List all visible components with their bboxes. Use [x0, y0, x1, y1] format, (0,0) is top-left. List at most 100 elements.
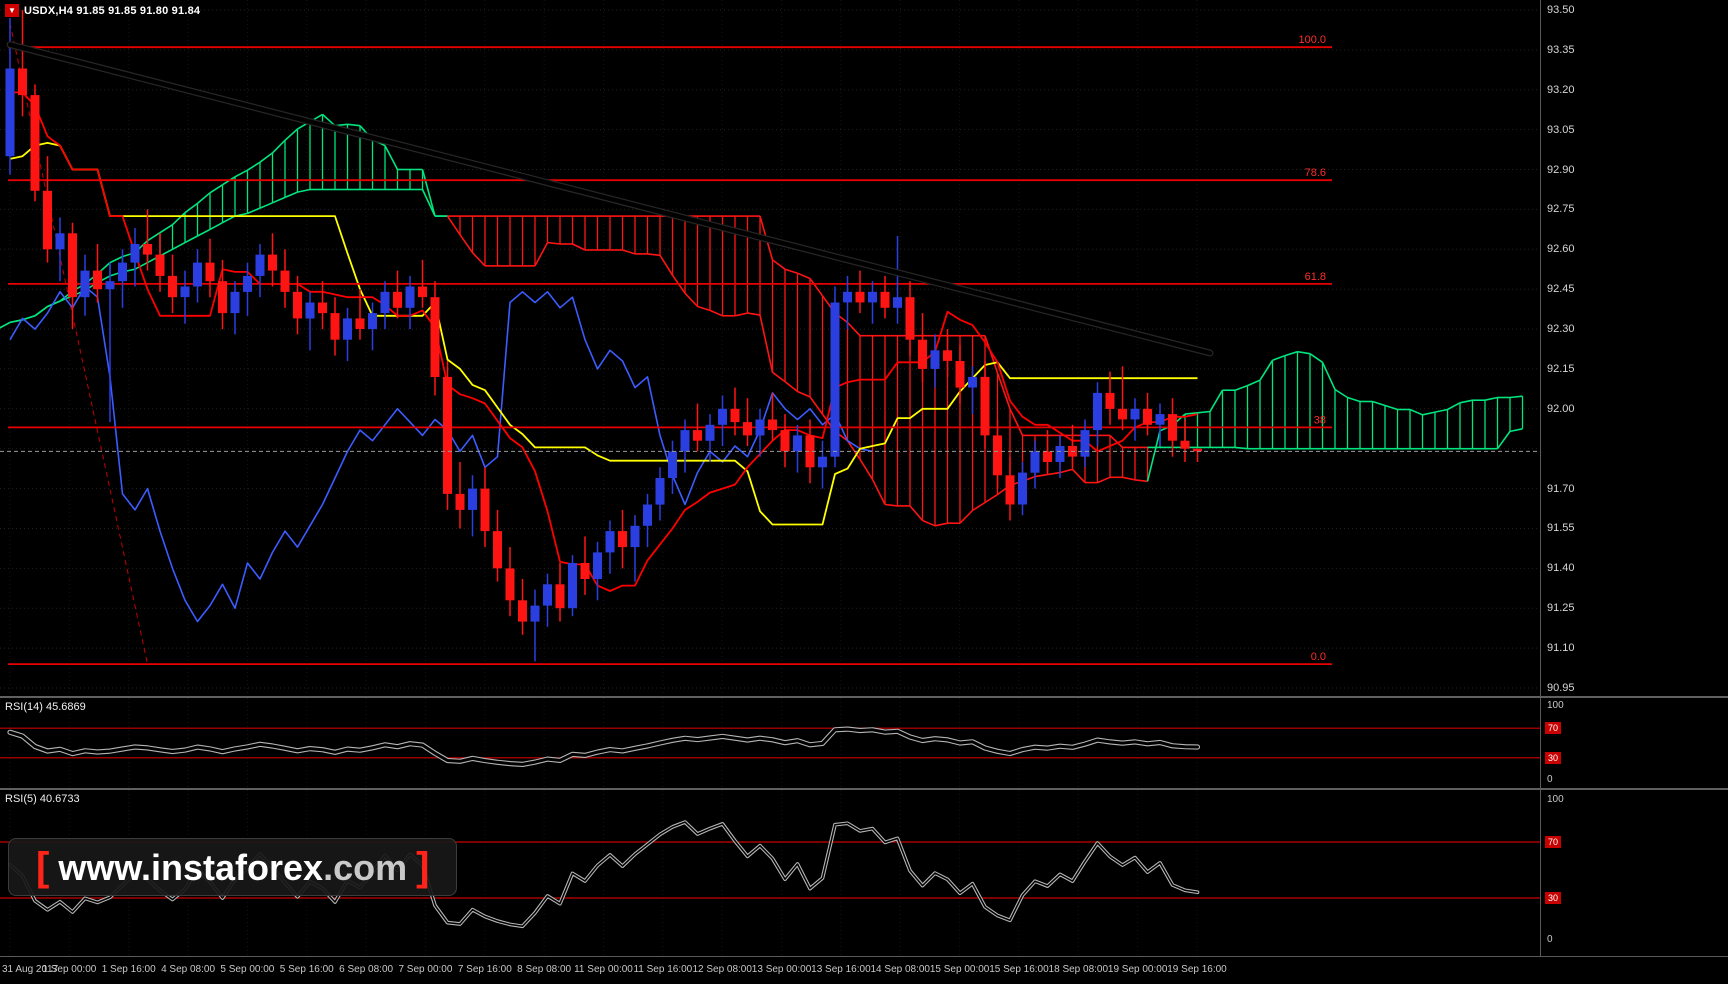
price-tick: 91.70 — [1547, 483, 1575, 495]
ichimoku-cloud — [0, 113, 1524, 527]
candle-body — [430, 297, 440, 377]
fib-level-label: 78.6 — [1305, 167, 1326, 179]
time-label: 18 Sep 08:00 — [1048, 964, 1109, 975]
candle-body — [980, 376, 990, 436]
candle-body — [555, 584, 565, 609]
trendline[interactable] — [7, 42, 1213, 356]
candle-body — [130, 244, 140, 263]
candle-body — [530, 605, 540, 622]
rsi-axis-label-0: 0 — [1547, 934, 1553, 945]
time-label: 5 Sep 16:00 — [279, 964, 334, 975]
candle-body — [105, 281, 115, 290]
time-label: 4 Sep 08:00 — [161, 964, 216, 975]
time-label: 6 Sep 08:00 — [339, 964, 394, 975]
candle-body — [993, 435, 1002, 476]
rsi5-axis: 100 70 30 0 — [1540, 790, 1728, 956]
pane-separator-1[interactable] — [0, 696, 1728, 698]
watermark-site-text: www.instaforex — [58, 847, 324, 888]
candle-body — [630, 525, 640, 548]
candle-body — [543, 584, 552, 606]
candle-body — [180, 286, 190, 298]
time-label: 1 Sep 16:00 — [101, 964, 156, 975]
symbol-dropdown-icon[interactable]: ▼ — [5, 4, 19, 17]
candle-body — [480, 488, 490, 532]
rsi-axis-label-70: 70 — [1545, 722, 1562, 734]
candle-body — [1193, 448, 1202, 452]
price-tick: 93.05 — [1547, 124, 1575, 136]
candle-body — [968, 376, 977, 388]
time-label: 31 Aug 2017 — [2, 964, 59, 975]
rsi-axis-label-30: 30 — [1545, 752, 1562, 764]
candle-body — [855, 291, 865, 303]
price-tick: 92.15 — [1547, 363, 1575, 375]
candle-body — [205, 262, 215, 282]
candle-body — [893, 297, 902, 308]
candle-body — [780, 430, 790, 452]
time-label: 14 Sep 08:00 — [870, 964, 931, 975]
price-tick: 91.55 — [1547, 522, 1575, 534]
candle-body — [593, 552, 602, 579]
candle-body — [830, 302, 840, 457]
candle-body — [118, 262, 127, 282]
candle-body — [505, 568, 515, 601]
candle-body — [468, 488, 477, 510]
price-tick: 91.40 — [1547, 562, 1575, 574]
time-label: 8 Sep 08:00 — [517, 964, 572, 975]
rsi14-pane: 100 70 30 0 RSI(14) 45.6869 — [0, 698, 1728, 788]
pane-separator-2[interactable] — [0, 788, 1728, 790]
watermark-domain-text: .com — [323, 847, 408, 888]
candle-body — [843, 291, 852, 303]
rsi-axis-label-100: 100 — [1547, 700, 1564, 711]
time-label: 11 Sep 00:00 — [574, 964, 633, 975]
price-tick: 92.00 — [1547, 403, 1575, 415]
candle-body — [755, 419, 765, 436]
price-tick: 93.50 — [1547, 4, 1575, 16]
candle-body — [1005, 475, 1015, 505]
time-label: 15 Sep 16:00 — [989, 964, 1049, 975]
fib-level-label: 61.8 — [1305, 271, 1326, 283]
candle-body — [343, 318, 352, 340]
candle-body — [730, 408, 740, 423]
candle-body — [493, 531, 502, 569]
candle-body — [643, 504, 652, 526]
rsi-axis-label-30: 30 — [1545, 892, 1562, 904]
symbol-quote-title: USDX,H4 91.85 91.85 91.80 91.84 — [24, 4, 201, 17]
candle-body — [255, 254, 265, 276]
price-tick: 92.30 — [1547, 323, 1575, 335]
candle-body — [318, 302, 327, 314]
grid-layer — [0, 0, 1540, 694]
candle-body — [1030, 451, 1040, 473]
candle-body — [268, 254, 277, 271]
chart-title: ▼ USDX,H4 91.85 91.85 91.80 91.84 — [5, 4, 200, 17]
rsi5-label: RSI(5) 40.6733 — [5, 793, 80, 805]
main-chart-svg: 100.0 78.6 61.8 38 0.0 — [0, 0, 1540, 694]
candle-body — [455, 493, 465, 510]
watermark-bracket-close-icon: ] — [416, 845, 430, 889]
candle-body — [693, 430, 702, 441]
candle-body — [280, 270, 290, 292]
fibonacci-levels: 100.0 78.6 61.8 38 0.0 — [8, 34, 1332, 665]
time-label: 19 Sep 16:00 — [1167, 964, 1227, 975]
time-label: 7 Sep 00:00 — [398, 964, 453, 975]
candle-body — [5, 68, 15, 157]
candle-body — [193, 262, 202, 287]
candle-body — [1105, 392, 1115, 409]
candle-body — [793, 435, 802, 452]
candle-body — [30, 95, 40, 191]
candle-body — [355, 318, 365, 329]
price-tick: 93.35 — [1547, 44, 1575, 56]
time-axis: 31 Aug 2017 1 Sep 00:00 1 Sep 16:00 4 Sep 0… — [0, 956, 1728, 984]
candle-body — [1018, 472, 1027, 505]
rsi-axis-label-100: 100 — [1547, 794, 1564, 805]
rsi14-label: RSI(14) 45.6869 — [5, 701, 86, 713]
candle-body — [743, 422, 752, 436]
candle-body — [680, 430, 690, 452]
candle-body — [818, 456, 827, 468]
watermark-bracket-open-icon: [ — [36, 845, 50, 889]
candle-body — [880, 291, 890, 308]
candle-body — [368, 313, 377, 330]
candle-body — [1055, 446, 1065, 462]
price-tick: 92.75 — [1547, 203, 1575, 215]
fib-level-label: 100.0 — [1298, 34, 1326, 46]
